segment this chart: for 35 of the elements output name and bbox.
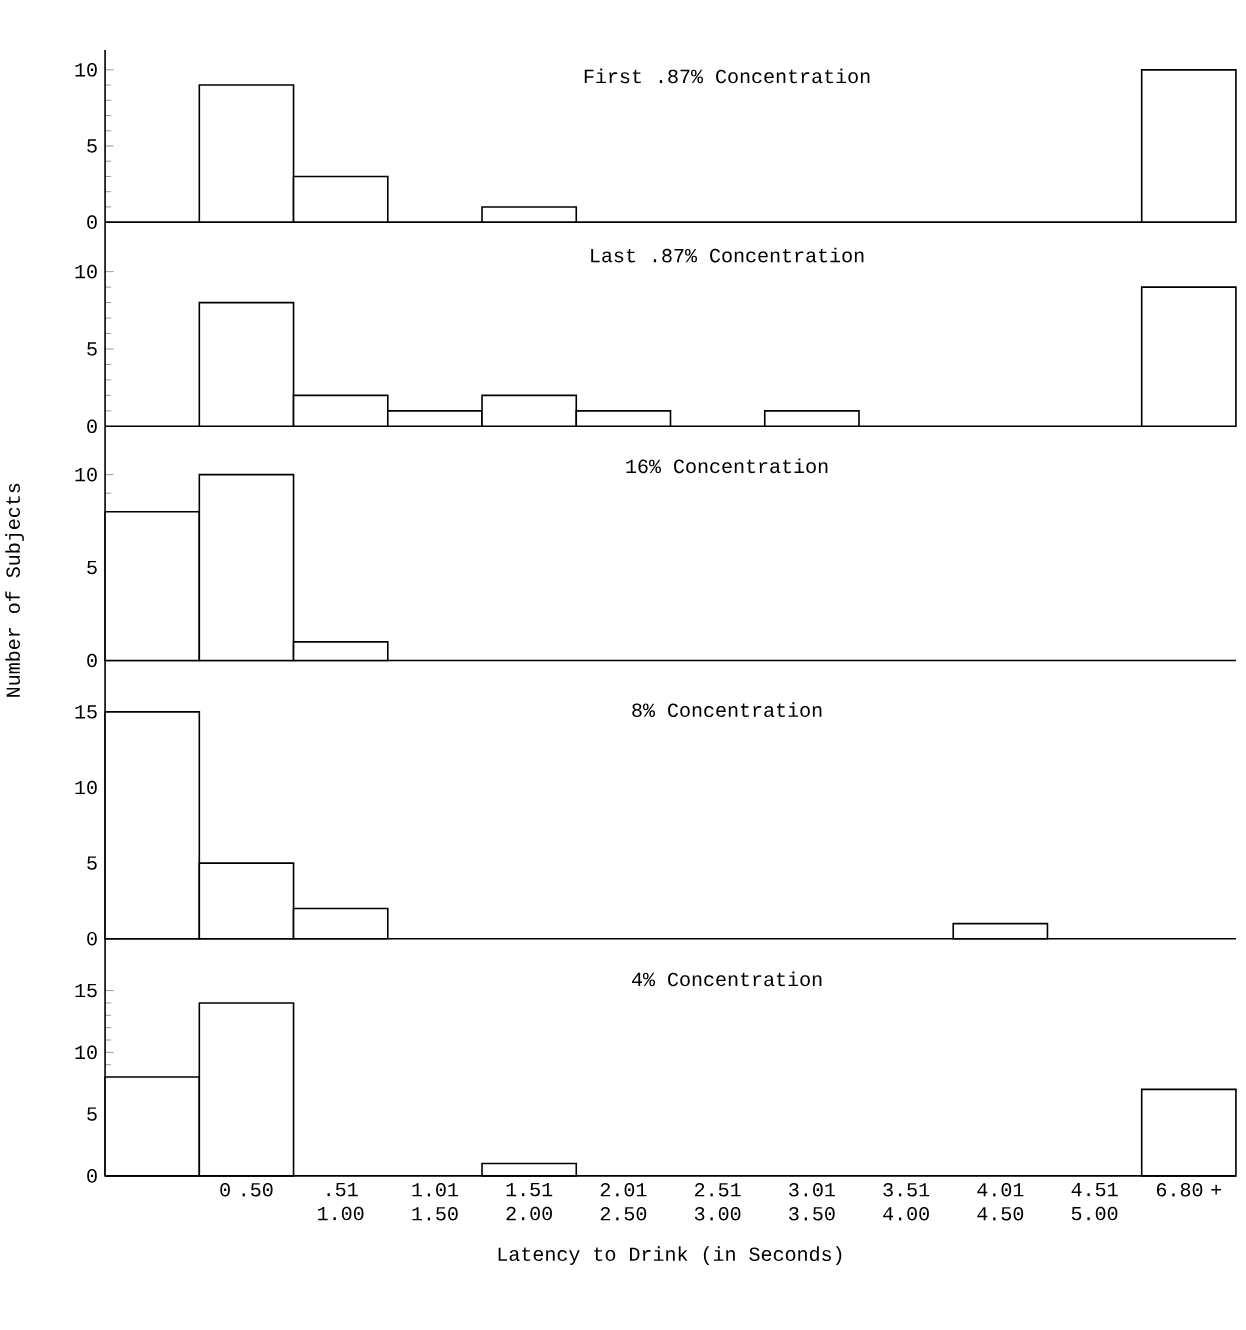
- x-tick-label: 3.51 4.00: [883, 1182, 930, 1221]
- text: 8% Concentration: [632, 702, 822, 718]
- text: Last .87% Concentration: [591, 247, 864, 263]
- x-tick-label: 0 .50: [220, 1182, 273, 1197]
- x-tick-label: 1.01 1.50: [412, 1182, 458, 1221]
- y-tick-label: 5: [87, 1107, 97, 1121]
- x-tick-label: 3.01 3.50: [789, 1182, 835, 1221]
- x-axis-title: Latency to Drink (in Seconds): [498, 1246, 842, 1265]
- y-tick-label: 15: [75, 983, 97, 998]
- x-tick-label: 2.51 3.00: [694, 1182, 741, 1221]
- x-tick-label: .51 1.00: [318, 1182, 364, 1221]
- y-tick-label: 10: [75, 467, 97, 482]
- y-tick-label: 0: [87, 419, 97, 434]
- y-tick-label: 15: [75, 705, 97, 719]
- y-tick-label: 5: [87, 560, 97, 575]
- y-tick-label: 5: [87, 856, 97, 870]
- y-tick-label: 10: [75, 264, 97, 279]
- y-tick-label: 10: [75, 63, 97, 77]
- y-tick-label: 10: [75, 1045, 97, 1060]
- y-tick-label: 0: [87, 215, 97, 229]
- x-tick-label: 4.51 5.00: [1071, 1182, 1118, 1221]
- y-tick-label: 5: [87, 139, 97, 153]
- y-tick-label: 0: [87, 931, 97, 946]
- x-tick-label: 1.51 2.00: [506, 1182, 553, 1221]
- y-axis-title: Number of Subjects: [5, 483, 24, 697]
- x-tick-label: 6.80 +: [1156, 1182, 1222, 1197]
- text: 16% Concentration: [626, 458, 828, 474]
- text: First .87% Concentration: [584, 68, 870, 84]
- y-tick-label: 0: [87, 1169, 97, 1183]
- y-tick-label: 0: [87, 653, 97, 668]
- x-tick-label: 4.01 4.50: [977, 1182, 1024, 1221]
- y-tick-label: 10: [75, 780, 97, 795]
- x-tick-label: 2.01 2.50: [600, 1182, 647, 1221]
- y-tick-label: 5: [87, 342, 97, 356]
- text: 4% Concentration: [632, 971, 822, 987]
